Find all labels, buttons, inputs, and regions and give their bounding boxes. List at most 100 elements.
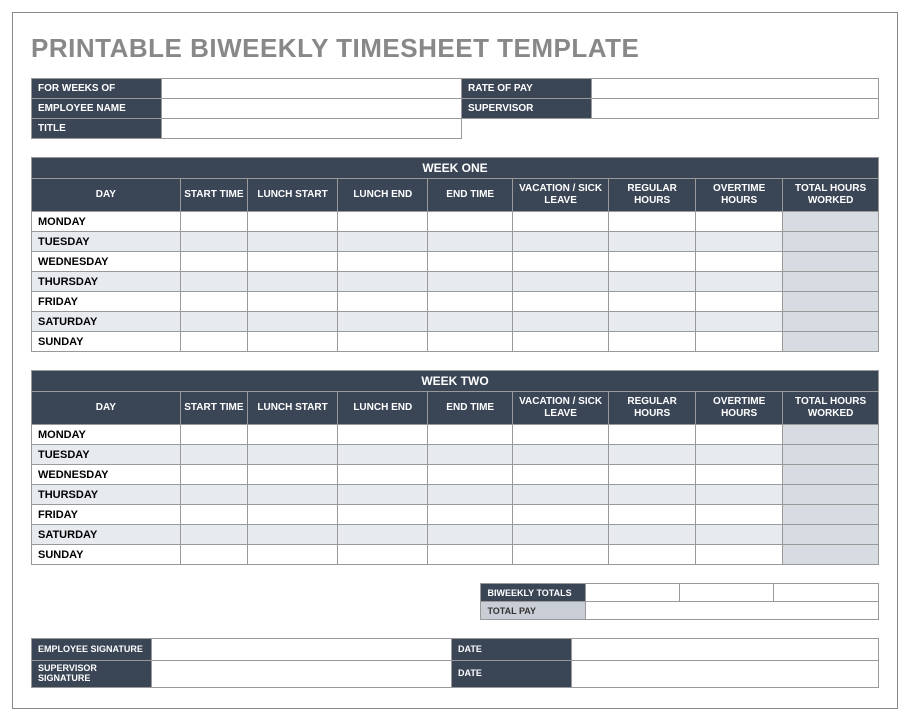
- supervisor-date-field[interactable]: [572, 661, 879, 688]
- overtime-hours-cell[interactable]: [696, 312, 783, 332]
- regular-hours-cell[interactable]: [609, 292, 696, 312]
- lunch-start-cell[interactable]: [247, 445, 337, 465]
- overtime-hours-cell[interactable]: [696, 425, 783, 445]
- lunch-end-cell[interactable]: [338, 332, 428, 352]
- start-time-cell[interactable]: [180, 445, 247, 465]
- vacation-cell[interactable]: [513, 505, 609, 525]
- total-hours-cell[interactable]: [783, 332, 879, 352]
- regular-hours-cell[interactable]: [609, 252, 696, 272]
- regular-hours-cell[interactable]: [609, 445, 696, 465]
- end-time-cell[interactable]: [428, 312, 513, 332]
- end-time-cell[interactable]: [428, 465, 513, 485]
- regular-hours-cell[interactable]: [609, 485, 696, 505]
- start-time-cell[interactable]: [180, 292, 247, 312]
- biweekly-overtime[interactable]: [680, 584, 774, 602]
- end-time-cell[interactable]: [428, 212, 513, 232]
- employee-name-field[interactable]: [162, 99, 462, 119]
- vacation-cell[interactable]: [513, 425, 609, 445]
- start-time-cell[interactable]: [180, 545, 247, 565]
- regular-hours-cell[interactable]: [609, 332, 696, 352]
- lunch-start-cell[interactable]: [247, 465, 337, 485]
- lunch-start-cell[interactable]: [247, 312, 337, 332]
- vacation-cell[interactable]: [513, 445, 609, 465]
- total-hours-cell[interactable]: [783, 485, 879, 505]
- end-time-cell[interactable]: [428, 425, 513, 445]
- start-time-cell[interactable]: [180, 232, 247, 252]
- total-hours-cell[interactable]: [783, 312, 879, 332]
- start-time-cell[interactable]: [180, 332, 247, 352]
- vacation-cell[interactable]: [513, 332, 609, 352]
- overtime-hours-cell[interactable]: [696, 292, 783, 312]
- overtime-hours-cell[interactable]: [696, 212, 783, 232]
- lunch-start-cell[interactable]: [247, 332, 337, 352]
- overtime-hours-cell[interactable]: [696, 545, 783, 565]
- end-time-cell[interactable]: [428, 545, 513, 565]
- rate-of-pay-field[interactable]: [592, 79, 879, 99]
- start-time-cell[interactable]: [180, 485, 247, 505]
- regular-hours-cell[interactable]: [609, 212, 696, 232]
- lunch-end-cell[interactable]: [338, 312, 428, 332]
- vacation-cell[interactable]: [513, 272, 609, 292]
- regular-hours-cell[interactable]: [609, 545, 696, 565]
- lunch-end-cell[interactable]: [338, 525, 428, 545]
- end-time-cell[interactable]: [428, 232, 513, 252]
- start-time-cell[interactable]: [180, 465, 247, 485]
- lunch-end-cell[interactable]: [338, 292, 428, 312]
- lunch-start-cell[interactable]: [247, 425, 337, 445]
- vacation-cell[interactable]: [513, 465, 609, 485]
- vacation-cell[interactable]: [513, 212, 609, 232]
- end-time-cell[interactable]: [428, 525, 513, 545]
- regular-hours-cell[interactable]: [609, 232, 696, 252]
- lunch-end-cell[interactable]: [338, 545, 428, 565]
- lunch-start-cell[interactable]: [247, 292, 337, 312]
- overtime-hours-cell[interactable]: [696, 232, 783, 252]
- vacation-cell[interactable]: [513, 232, 609, 252]
- regular-hours-cell[interactable]: [609, 425, 696, 445]
- end-time-cell[interactable]: [428, 505, 513, 525]
- lunch-start-cell[interactable]: [247, 525, 337, 545]
- lunch-end-cell[interactable]: [338, 465, 428, 485]
- lunch-start-cell[interactable]: [247, 272, 337, 292]
- total-hours-cell[interactable]: [783, 525, 879, 545]
- overtime-hours-cell[interactable]: [696, 525, 783, 545]
- overtime-hours-cell[interactable]: [696, 332, 783, 352]
- vacation-cell[interactable]: [513, 525, 609, 545]
- vacation-cell[interactable]: [513, 292, 609, 312]
- vacation-cell[interactable]: [513, 545, 609, 565]
- overtime-hours-cell[interactable]: [696, 272, 783, 292]
- total-hours-cell[interactable]: [783, 425, 879, 445]
- total-hours-cell[interactable]: [783, 465, 879, 485]
- total-hours-cell[interactable]: [783, 505, 879, 525]
- end-time-cell[interactable]: [428, 485, 513, 505]
- start-time-cell[interactable]: [180, 425, 247, 445]
- end-time-cell[interactable]: [428, 445, 513, 465]
- biweekly-regular[interactable]: [586, 584, 680, 602]
- total-hours-cell[interactable]: [783, 292, 879, 312]
- lunch-start-cell[interactable]: [247, 252, 337, 272]
- regular-hours-cell[interactable]: [609, 312, 696, 332]
- start-time-cell[interactable]: [180, 272, 247, 292]
- start-time-cell[interactable]: [180, 212, 247, 232]
- start-time-cell[interactable]: [180, 505, 247, 525]
- overtime-hours-cell[interactable]: [696, 252, 783, 272]
- employee-signature-field[interactable]: [152, 639, 452, 661]
- lunch-start-cell[interactable]: [247, 232, 337, 252]
- lunch-start-cell[interactable]: [247, 485, 337, 505]
- lunch-end-cell[interactable]: [338, 425, 428, 445]
- total-hours-cell[interactable]: [783, 232, 879, 252]
- supervisor-field[interactable]: [592, 99, 879, 119]
- start-time-cell[interactable]: [180, 525, 247, 545]
- lunch-end-cell[interactable]: [338, 272, 428, 292]
- lunch-end-cell[interactable]: [338, 485, 428, 505]
- regular-hours-cell[interactable]: [609, 465, 696, 485]
- vacation-cell[interactable]: [513, 312, 609, 332]
- total-hours-cell[interactable]: [783, 212, 879, 232]
- start-time-cell[interactable]: [180, 312, 247, 332]
- lunch-end-cell[interactable]: [338, 212, 428, 232]
- biweekly-total[interactable]: [774, 584, 879, 602]
- vacation-cell[interactable]: [513, 485, 609, 505]
- total-hours-cell[interactable]: [783, 252, 879, 272]
- lunch-start-cell[interactable]: [247, 505, 337, 525]
- vacation-cell[interactable]: [513, 252, 609, 272]
- overtime-hours-cell[interactable]: [696, 505, 783, 525]
